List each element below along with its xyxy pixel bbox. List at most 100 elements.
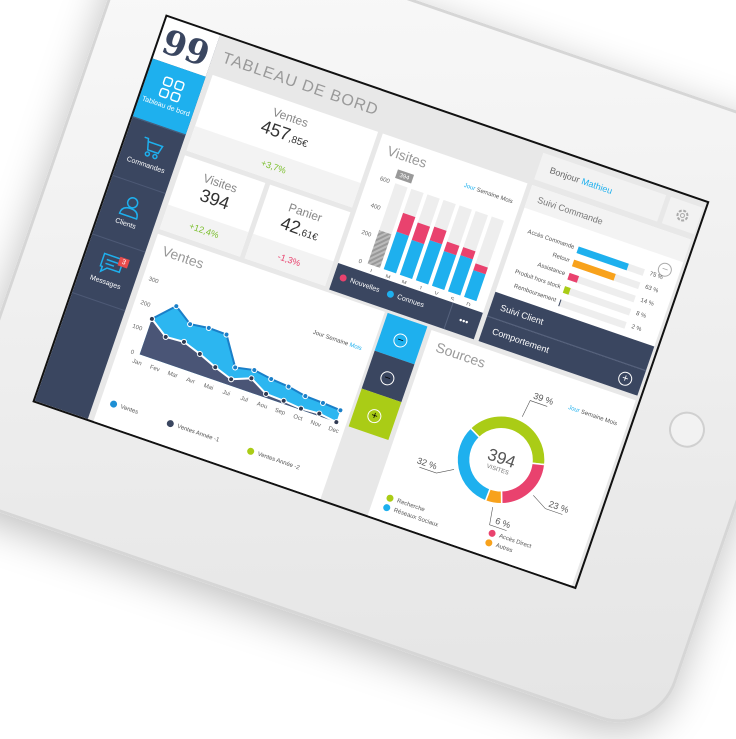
point-ventes-n-1: [316, 410, 323, 417]
order-value: 75 %: [648, 271, 664, 282]
bar-connues: [464, 270, 486, 302]
point-ventes: [205, 324, 212, 331]
sales-area-chart: 0 100 200 300 Jan Fev Mar Avr Mai Jui Jul Aou Sep Oct…: [130, 276, 344, 435]
legend-dot: [385, 289, 395, 299]
bar-nouvelles: [460, 247, 476, 260]
bar-today: [367, 230, 392, 268]
order-value: 2 %: [630, 324, 643, 334]
y-tick-label: 200: [140, 300, 152, 309]
x-tick-label: D: [465, 302, 472, 309]
slice-label: 39 %: [532, 391, 555, 407]
gear-icon: [676, 209, 689, 222]
point-ventes: [302, 393, 309, 400]
y-tick-label: 300: [148, 276, 160, 285]
bar-connues: [415, 240, 442, 285]
order-value: 8 %: [634, 310, 647, 320]
user-icon: [118, 197, 139, 220]
order-bar: [562, 286, 571, 295]
order-value: 14 %: [639, 297, 655, 308]
point-ventes: [173, 303, 180, 310]
sidebar: 99 Tableau de bord Commandes Clients 3 Me…: [34, 16, 220, 420]
point-ventes: [285, 383, 292, 390]
x-tick-label: Oct: [292, 414, 303, 423]
label-leader: [533, 495, 563, 515]
bar-connues: [383, 231, 409, 274]
x-tick-label: J: [417, 286, 422, 293]
legend-label: Nouvelles: [348, 277, 381, 295]
bar-nouvelles: [443, 241, 460, 256]
x-tick-label: Avr: [185, 377, 195, 386]
y-tick-label: 0: [357, 259, 363, 266]
x-tick-label: Fev: [149, 365, 160, 374]
x-tick-label: Mar: [167, 371, 179, 380]
x-tick-label: Sep: [274, 408, 287, 417]
point-ventes-n-1: [297, 405, 304, 412]
x-tick-label: Aou: [256, 401, 268, 410]
point-ventes-n-1: [162, 333, 169, 340]
donut-slice: [456, 427, 492, 502]
order-value: 63 %: [644, 284, 659, 295]
point-ventes-n-1: [333, 419, 340, 426]
area-ventes: [139, 306, 341, 423]
x-tick-label: M: [400, 280, 407, 287]
point-ventes: [223, 331, 230, 338]
grid-icon: [158, 76, 185, 103]
visits-chart-card: Visites Jour Semaine Mois 0 200 400 600 394 L…: [329, 133, 528, 340]
order-bar: [558, 299, 562, 307]
x-tick-label: V: [433, 291, 439, 298]
x-tick-label: M: [384, 274, 391, 281]
line-ventes-n-1: [151, 318, 337, 423]
greeting-text: Bonjour: [548, 165, 582, 185]
x-tick-label: Jui: [222, 390, 231, 398]
y-tick-label: 600: [379, 176, 391, 185]
order-label: Retour: [551, 252, 571, 265]
sidebar-item-clients[interactable]: Clients: [92, 175, 166, 253]
sources-card: Sources Jour Semaine Mois 39 % 23 % 6 % 32 …: [366, 330, 636, 590]
label-leader: [419, 466, 455, 474]
sidebar-item-orders[interactable]: Commandes: [112, 117, 186, 194]
tooltip-text: 394: [399, 173, 411, 182]
sidebar-item-dashboard[interactable]: Tableau de bord: [132, 58, 206, 136]
bar-connues: [399, 239, 425, 279]
point-ventes-n-1: [180, 338, 187, 345]
point-ventes-n-1: [148, 315, 155, 322]
x-tick-label: Mai: [203, 383, 214, 392]
point-ventes: [268, 376, 275, 383]
x-tick-label: Jul: [239, 396, 248, 404]
bar-nouvelles: [473, 263, 488, 275]
y-tick-label: 0: [130, 349, 136, 356]
point-ventes: [251, 367, 258, 374]
cart-icon: [144, 136, 164, 160]
slice-label: 6 %: [494, 516, 512, 531]
point-ventes-n-1: [196, 350, 203, 357]
label-leader: [521, 400, 548, 417]
point-ventes-n-1: [280, 397, 287, 404]
legend-label: Connues: [395, 293, 425, 310]
visits-bar-chart: 0 200 400 600 394 L M M J V S D: [357, 169, 505, 309]
user-name[interactable]: Mathieu: [580, 176, 614, 197]
point-ventes: [337, 407, 344, 414]
tooltip: [395, 169, 415, 184]
bar-nouvelles: [411, 222, 431, 245]
bar-nouvelles: [396, 212, 416, 236]
expand-icon[interactable]: +: [616, 369, 635, 388]
home-button[interactable]: [664, 406, 710, 453]
x-tick-label: Dec: [327, 426, 339, 435]
slice-label: 23 %: [547, 499, 570, 515]
sidebar-item-label: Clients: [114, 217, 137, 231]
bar-connues: [448, 255, 473, 296]
point-ventes-n-1: [228, 376, 235, 383]
point-ventes: [187, 321, 194, 328]
slice-label: 32 %: [416, 455, 439, 471]
point-ventes-n-1: [248, 375, 255, 382]
y-tick-label: 100: [131, 324, 143, 333]
legend-dot: [338, 273, 348, 283]
x-tick-label: L: [369, 269, 375, 276]
settings-button[interactable]: [661, 196, 704, 235]
sidebar-item-messages[interactable]: 3 Messages: [71, 234, 146, 312]
label-leader: [489, 506, 507, 531]
point-ventes-n-1: [263, 390, 270, 397]
point-ventes: [232, 364, 239, 371]
y-tick-label: 200: [360, 230, 372, 239]
